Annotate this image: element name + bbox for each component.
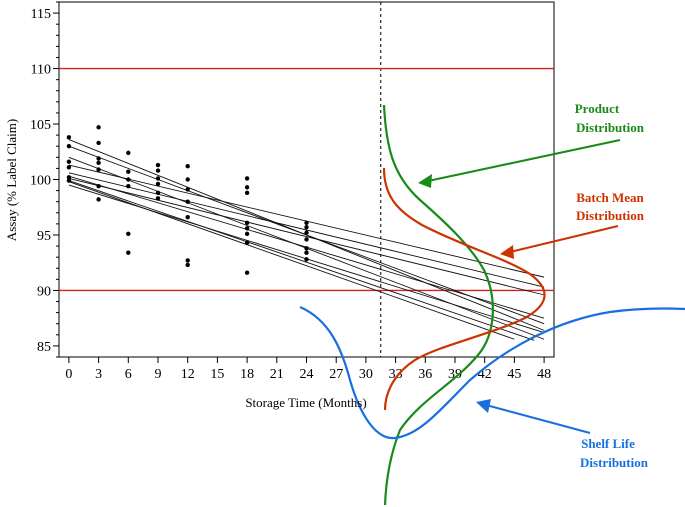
data-point bbox=[66, 144, 72, 149]
product-arrow bbox=[418, 139, 621, 188]
y-tick-label: 85 bbox=[37, 340, 51, 355]
data-point bbox=[66, 159, 72, 164]
data-point bbox=[304, 220, 309, 225]
data-point bbox=[126, 231, 131, 237]
x-tick-label: 33 bbox=[389, 367, 403, 382]
data-point bbox=[155, 168, 161, 173]
data-point bbox=[244, 176, 250, 181]
data-point bbox=[155, 176, 161, 181]
data-point bbox=[304, 225, 309, 230]
data-point bbox=[304, 230, 309, 235]
data-point bbox=[185, 262, 190, 268]
data-point bbox=[244, 185, 250, 190]
shelf-life-distribution-curve bbox=[299, 305, 685, 440]
y-tick-label: 90 bbox=[37, 284, 51, 299]
data-point bbox=[66, 175, 72, 180]
product-label-line1: Product bbox=[575, 101, 620, 116]
y-tick-label: 100 bbox=[30, 174, 51, 189]
y-axis-label: Assay (% Label Claim) bbox=[4, 119, 19, 241]
data-point bbox=[155, 181, 161, 187]
x-tick-label: 15 bbox=[210, 367, 224, 382]
regression-line bbox=[68, 172, 545, 288]
data-point bbox=[244, 240, 250, 245]
data-point bbox=[185, 187, 190, 192]
data-point bbox=[155, 196, 161, 201]
data-point bbox=[155, 162, 161, 168]
data-point bbox=[304, 237, 309, 242]
y-tick-label: 115 bbox=[31, 7, 51, 22]
data-point bbox=[66, 165, 72, 170]
plot-frame bbox=[58, 1, 555, 358]
data-points bbox=[66, 125, 309, 275]
data-point bbox=[66, 135, 72, 140]
data-point bbox=[96, 183, 101, 189]
regression-line bbox=[68, 177, 545, 296]
batch-mean-distribution-curve bbox=[382, 167, 546, 411]
data-point bbox=[244, 220, 250, 225]
shelf-life-label-line1: Shelf Life bbox=[581, 436, 635, 451]
x-axis: 0 3 6 9 12 15 18 21 24 27 30 33 36 39 42 45 48 bbox=[65, 357, 551, 382]
data-point bbox=[244, 226, 250, 231]
data-point bbox=[126, 183, 131, 189]
x-tick-label: 36 bbox=[418, 367, 432, 382]
data-point bbox=[96, 160, 101, 166]
x-tick-label: 45 bbox=[507, 367, 521, 382]
batch-mean-label-line2: Distribution bbox=[576, 208, 645, 223]
data-point bbox=[185, 215, 190, 220]
data-point bbox=[126, 150, 131, 156]
data-point bbox=[96, 125, 101, 130]
data-point bbox=[126, 169, 131, 174]
x-tick-label: 24 bbox=[300, 367, 314, 382]
data-point bbox=[244, 231, 250, 237]
shelf-life-arrow bbox=[476, 399, 591, 434]
product-distribution-curve bbox=[382, 104, 494, 506]
data-point bbox=[304, 250, 309, 255]
batch-mean-arrow bbox=[500, 225, 619, 259]
data-point bbox=[155, 190, 161, 196]
batch-mean-label-line1: Batch Mean bbox=[576, 190, 644, 205]
y-tick-label: 95 bbox=[37, 229, 51, 244]
spec-limit-lines bbox=[59, 67, 554, 292]
regression-line bbox=[68, 180, 535, 341]
product-label-line2: Distribution bbox=[576, 120, 645, 135]
data-point bbox=[96, 140, 101, 146]
data-point bbox=[185, 163, 190, 169]
data-point bbox=[244, 190, 250, 196]
x-tick-label: 0 bbox=[65, 367, 72, 382]
data-point bbox=[244, 270, 250, 275]
y-axis: 85 90 95 100 105 110 115 bbox=[30, 1, 59, 358]
y-tick-label: 105 bbox=[30, 118, 51, 133]
x-tick-label: 39 bbox=[448, 367, 462, 382]
data-point bbox=[304, 257, 309, 262]
x-tick-label: 6 bbox=[125, 367, 132, 382]
x-tick-label: 3 bbox=[95, 367, 102, 382]
x-axis-label: Storage Time (Months) bbox=[245, 395, 366, 410]
x-tick-label: 48 bbox=[537, 367, 551, 382]
x-tick-label: 30 bbox=[359, 367, 373, 382]
data-point bbox=[96, 197, 101, 202]
shelf-life-label-line2: Distribution bbox=[580, 455, 649, 470]
data-point bbox=[66, 178, 72, 183]
x-tick-label: 27 bbox=[329, 367, 343, 382]
x-tick-label: 9 bbox=[155, 367, 162, 382]
data-point bbox=[96, 167, 101, 172]
data-point bbox=[304, 246, 309, 251]
data-point bbox=[185, 258, 190, 263]
data-point bbox=[185, 199, 190, 204]
data-point bbox=[126, 250, 131, 255]
x-tick-label: 21 bbox=[270, 367, 284, 382]
data-point bbox=[126, 177, 131, 182]
x-tick-label: 18 bbox=[240, 367, 254, 382]
x-tick-label: 12 bbox=[181, 367, 195, 382]
data-point bbox=[185, 177, 190, 182]
y-tick-label: 110 bbox=[31, 63, 51, 78]
data-point bbox=[96, 156, 101, 161]
